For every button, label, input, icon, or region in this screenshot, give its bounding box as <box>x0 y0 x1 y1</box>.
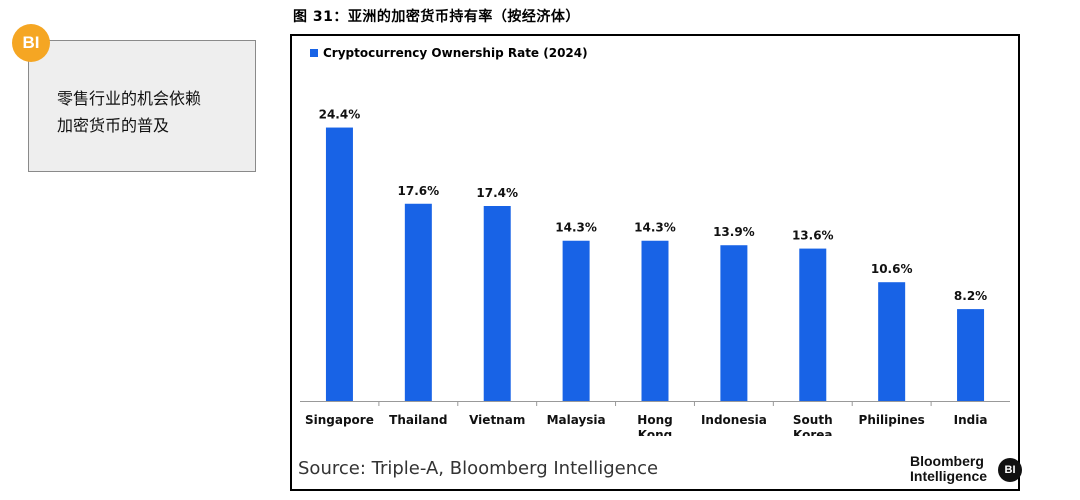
bar <box>799 248 827 401</box>
x-tick-label: Philipines <box>859 413 925 427</box>
callout-line-1: 零售行业的机会依赖 <box>57 89 202 108</box>
data-label: 13.6% <box>792 229 834 243</box>
x-tick-label: Thailand <box>389 413 447 427</box>
bar <box>404 203 432 401</box>
x-tick-label: Kong <box>638 428 672 436</box>
brand-line-2: Intelligence <box>910 468 988 484</box>
legend-label: Cryptocurrency Ownership Rate (2024) <box>323 46 588 60</box>
bar <box>483 206 511 401</box>
figure-title: 图 31：亚洲的加密货币持有率（按经济体） <box>293 9 580 25</box>
callout-box: 零售行业的机会依赖 加密货币的普及 <box>28 40 256 172</box>
source-note: Source: Triple-A, Bloomberg Intelligence <box>298 458 659 479</box>
chart-legend: Cryptocurrency Ownership Rate (2024) <box>310 46 588 60</box>
bar <box>562 240 590 401</box>
x-tick-label: Singapore <box>305 413 374 427</box>
data-label: 14.3% <box>555 221 597 235</box>
x-tick-label: Indonesia <box>701 413 767 427</box>
bar <box>957 309 985 401</box>
brand-bi-icon: BI <box>998 458 1022 482</box>
legend-swatch <box>310 49 318 57</box>
x-tick-label: India <box>954 413 988 427</box>
chart-panel: Cryptocurrency Ownership Rate (2024) 24.… <box>290 34 1022 491</box>
x-tick-label: Malaysia <box>547 413 606 427</box>
bloomberg-intelligence-logo: Bloomberg Intelligence <box>910 454 987 484</box>
data-label: 17.6% <box>398 184 440 198</box>
x-tick-label: Hong <box>637 413 672 427</box>
data-label: 14.3% <box>634 221 676 235</box>
x-tick-label: Vietnam <box>469 413 525 427</box>
bar <box>878 282 906 401</box>
bar <box>720 245 748 401</box>
callout-line-2: 加密货币的普及 <box>57 116 170 135</box>
data-label: 10.6% <box>871 262 913 276</box>
bar <box>641 240 669 401</box>
bi-logo-badge: BI <box>12 24 50 62</box>
data-label: 17.4% <box>476 186 518 200</box>
bar-chart: 24.4% Singapore 17.6% Thailand 17.4% Vietnam 1… <box>300 108 1010 436</box>
bar <box>325 127 353 401</box>
data-label: 8.2% <box>954 289 987 303</box>
brand-line-1: Bloomberg <box>910 453 984 469</box>
data-label: 13.9% <box>713 225 755 239</box>
x-tick-label: South <box>793 413 833 427</box>
x-tick-label: Korea <box>793 428 833 436</box>
data-label: 24.4% <box>319 108 361 122</box>
